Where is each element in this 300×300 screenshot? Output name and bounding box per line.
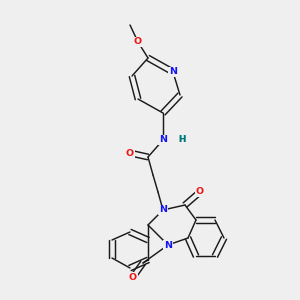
Text: N: N <box>159 136 167 145</box>
Text: H: H <box>178 136 186 145</box>
Text: H: H <box>178 136 186 145</box>
Text: N: N <box>164 241 172 250</box>
Text: O: O <box>134 38 142 46</box>
Text: N: N <box>159 206 167 214</box>
Text: O: O <box>196 188 204 196</box>
Text: O: O <box>129 272 137 281</box>
Text: N: N <box>169 68 177 76</box>
Text: O: O <box>126 148 134 158</box>
